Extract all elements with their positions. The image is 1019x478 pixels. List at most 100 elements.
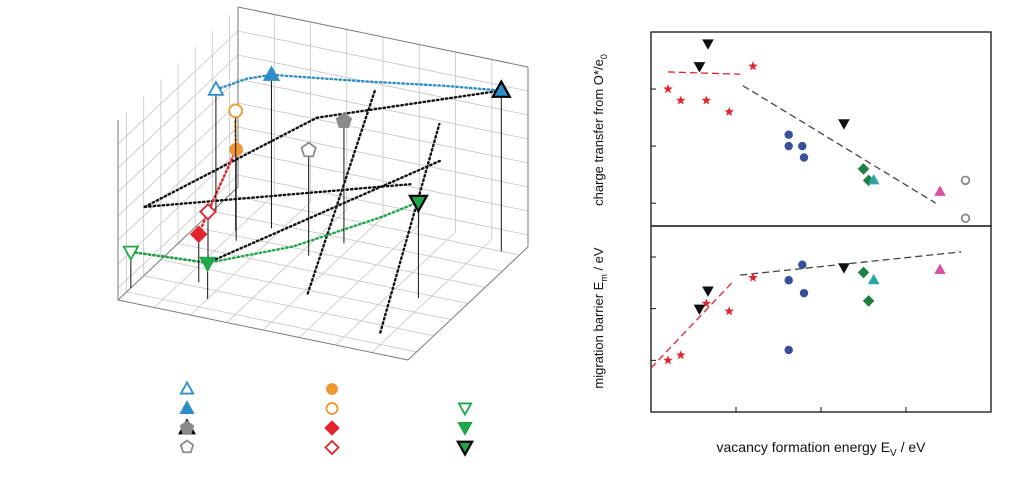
legend-marker: [456, 440, 474, 457]
top-plot-frame: [650, 31, 992, 227]
back-wall-grid-line: [237, 126, 529, 188]
top-y-axis-label: charge transfer from O*/e0: [591, 54, 609, 206]
left-legend: [178, 380, 474, 457]
bottom-point: [934, 263, 946, 274]
top-point: [784, 141, 793, 151]
bottom-y-axis-label: migration barrier Em / eV: [591, 247, 609, 389]
floor-grid-line: [177, 243, 469, 304]
box-edge: [237, 6, 529, 68]
top-point: [857, 163, 870, 175]
bottom-point: [857, 266, 870, 279]
top-point: [934, 185, 946, 196]
box-edge: [117, 299, 409, 361]
legend-marker: [324, 439, 340, 456]
data-point-bsc: [198, 256, 217, 273]
bottom-y-axis-label-unit: / eV: [591, 247, 606, 274]
bscf-trend-curve: [197, 148, 238, 236]
floor-grid-line: [195, 226, 486, 288]
top-point: [798, 141, 807, 151]
data-point-bsc: [122, 245, 140, 262]
floor-grid-line: [229, 194, 520, 256]
top-point: [724, 106, 734, 116]
bsc-trend-curve: [129, 200, 420, 265]
legend-marker: [457, 422, 473, 436]
floor-grid-line: [160, 259, 451, 321]
bottom-point: [867, 273, 880, 285]
mesh-dotted-line: [379, 122, 441, 334]
right-scatter-panels: vacancy formation energy EV / eV charge t…: [591, 31, 992, 459]
floor-grid-line: [212, 210, 503, 272]
data-point-bsc: [407, 194, 429, 214]
data-point-bsf: [207, 80, 225, 96]
bottom-point: [960, 213, 971, 223]
top-point: [675, 95, 686, 105]
top-point: [799, 153, 809, 162]
bottom-point: [784, 345, 793, 355]
legend-marker: [457, 402, 473, 417]
legend-marker: [324, 420, 340, 436]
side-wall-grid-line: [117, 54, 239, 169]
floor-grid-line: [126, 291, 417, 353]
bottom-point: [724, 306, 734, 316]
bottom-point: [838, 263, 850, 274]
bottom-point: [701, 298, 712, 308]
bottom-y-axis-label-subscript: m: [599, 274, 609, 282]
top-point: [701, 95, 712, 105]
top-point: [693, 62, 706, 73]
bottom-point: [799, 288, 809, 298]
box-edge: [407, 246, 529, 361]
back-wall-grid-line: [237, 30, 529, 92]
x-label-subscript: V: [890, 448, 897, 459]
top-trend-line: [667, 71, 741, 75]
top-point: [784, 130, 793, 139]
top-point: [867, 174, 880, 185]
data-point-bsf: [262, 65, 281, 81]
top-point: [663, 84, 673, 94]
bottom-point: [693, 304, 706, 316]
legend-marker: [179, 420, 195, 435]
top-point: [702, 39, 714, 50]
side-wall-grid-line: [117, 102, 239, 217]
mesh-dotted-line: [143, 182, 412, 209]
data-point-scf: [228, 103, 243, 119]
legend-marker: [325, 402, 339, 415]
back-wall-grid-line: [237, 54, 529, 116]
bottom-point: [862, 295, 875, 307]
mesh-dotted-line: [306, 87, 377, 295]
data-point-bscf5528: [335, 112, 353, 128]
top-point: [838, 119, 850, 130]
top-point: [748, 61, 758, 71]
bottom-point: [663, 355, 673, 365]
back-wall-grid-line: [237, 150, 529, 212]
data-point-bsf: [490, 79, 512, 98]
left-3d-scatter-panel: [117, 6, 529, 361]
back-wall-grid-line: [237, 174, 529, 236]
side-wall-grid-line: [117, 78, 239, 193]
top-y-axis-label-main: charge transfer from O*/e: [591, 59, 606, 206]
bottom-trend-line: [740, 251, 962, 276]
bottom-point: [798, 260, 807, 269]
bottom-trend-line: [650, 279, 735, 369]
bottom-x-axis-label: vacancy formation energy EV / eV: [717, 439, 927, 459]
floor-grid-line: [143, 275, 434, 337]
box-edge: [117, 186, 239, 301]
mesh-dotted-line: [206, 159, 442, 265]
top-point: [960, 175, 971, 186]
back-wall-grid-line: [237, 78, 529, 140]
top-y-axis-label-subscript: 0: [599, 54, 609, 59]
legend-marker: [179, 400, 195, 414]
side-wall-grid-line: [117, 30, 239, 145]
data-point-bscf5555: [300, 141, 317, 158]
data-point-bscf: [199, 203, 217, 221]
side-wall-grid-line: [117, 126, 239, 241]
bottom-point: [675, 350, 686, 360]
mesh-dotted-line: [315, 89, 503, 119]
legend-marker: [179, 380, 195, 395]
bsf-trend-curve: [214, 73, 503, 92]
side-wall-grid-line: [117, 174, 239, 289]
top-trend-line: [742, 85, 937, 204]
bottom-point: [784, 276, 793, 285]
legend-marker: [326, 383, 338, 395]
bottom-point: [702, 286, 714, 297]
